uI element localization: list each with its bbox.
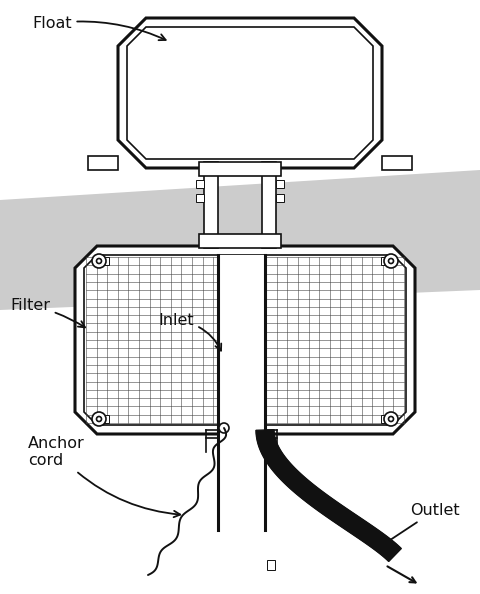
Circle shape [96, 416, 101, 422]
Text: Filter: Filter [10, 298, 85, 327]
Bar [381, 415, 389, 423]
Bar [196, 194, 204, 202]
Bar [101, 257, 109, 265]
Text: Anchor
cord: Anchor cord [28, 435, 180, 517]
Bar [381, 257, 389, 265]
Bar [101, 415, 109, 423]
Circle shape [388, 416, 394, 422]
Bar [276, 194, 284, 202]
Bar [276, 180, 284, 188]
Text: Outlet: Outlet [379, 503, 460, 547]
Polygon shape [0, 170, 480, 310]
Text: Float: Float [32, 16, 166, 40]
Bar [267, 560, 275, 570]
Polygon shape [118, 18, 382, 168]
Bar [218, 255, 265, 530]
Bar [199, 162, 281, 176]
Circle shape [384, 254, 398, 268]
Circle shape [92, 412, 106, 426]
Circle shape [96, 258, 101, 264]
Circle shape [92, 254, 106, 268]
Polygon shape [256, 429, 401, 561]
Bar [199, 234, 281, 248]
Circle shape [219, 423, 229, 433]
Circle shape [384, 412, 398, 426]
Bar [204, 162, 218, 248]
Circle shape [388, 258, 394, 264]
Bar [218, 257, 265, 423]
Text: Inlet: Inlet [158, 313, 221, 350]
Polygon shape [127, 27, 373, 159]
Polygon shape [75, 246, 415, 434]
Bar [262, 162, 276, 248]
Bar [196, 180, 204, 188]
Polygon shape [88, 156, 118, 170]
Polygon shape [382, 156, 412, 170]
